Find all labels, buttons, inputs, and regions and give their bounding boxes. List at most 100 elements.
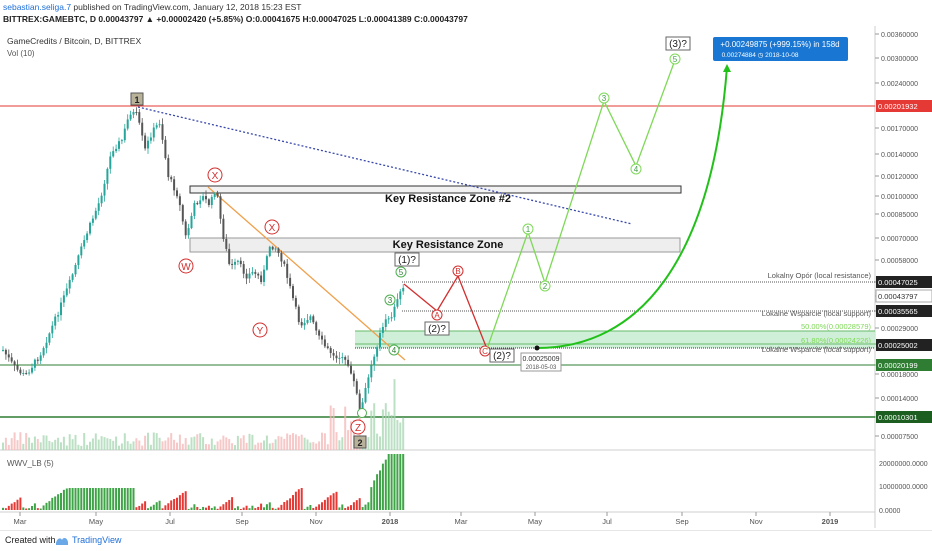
candle-body-108 — [315, 322, 318, 331]
volume-bar-109 — [318, 441, 321, 450]
candle-body-102 — [297, 306, 300, 323]
candle-body-15 — [45, 342, 48, 349]
fib-50-label: 50.00%(0.00028579) — [801, 322, 872, 331]
volume-bar-83 — [242, 435, 245, 450]
volume-bar-135 — [393, 379, 396, 450]
volume-bar-5 — [16, 440, 19, 450]
volume-bar-76 — [222, 435, 225, 450]
wwv-bar-127 — [370, 487, 373, 510]
volume-bar-81 — [236, 435, 239, 450]
candle-body-68 — [199, 200, 202, 205]
candle-body-69 — [202, 196, 205, 201]
volume-bar-127 — [370, 410, 373, 450]
candle-body-111 — [323, 339, 326, 347]
price-tick-label-19: 0.00007500 — [881, 434, 918, 441]
footer-brand[interactable]: TradingView — [72, 535, 122, 545]
wwv-bar-32 — [94, 488, 97, 510]
candle-body-6 — [19, 369, 22, 374]
wwv-bar-42 — [123, 488, 126, 510]
wwv-bar-98 — [286, 500, 289, 510]
wwv-bar-63 — [184, 491, 187, 510]
wave-labels-red: W X Y X Z — [178, 167, 366, 435]
impulse-marker-1 — [357, 408, 367, 418]
wwv-bar-7 — [22, 507, 25, 510]
candle-body-81 — [236, 260, 239, 262]
candle-body-93 — [271, 246, 274, 250]
volume-bar-62 — [181, 443, 184, 450]
candle-body-80 — [234, 261, 236, 265]
candle-body-71 — [207, 199, 210, 206]
candle-body-103 — [300, 322, 303, 326]
volume-bar-12 — [36, 439, 39, 450]
impulse-marker-3 — [384, 294, 396, 306]
wwv-bar-86 — [251, 505, 254, 510]
proj-label-4: 4 — [634, 165, 639, 174]
wwv-bar-112 — [326, 497, 329, 510]
volume-bar-58 — [170, 433, 173, 450]
wwv-bar-124 — [361, 507, 364, 510]
volume-bar-10 — [31, 442, 33, 450]
candle-body-59 — [173, 179, 176, 191]
wwv-bar-131 — [381, 463, 384, 510]
volume-bar-20 — [60, 442, 62, 450]
volume-bar-103 — [300, 434, 303, 450]
wwv-bar-66 — [193, 504, 196, 510]
volume-bar-57 — [167, 437, 170, 450]
volume-bar-96 — [280, 436, 283, 450]
wwv-bar-87 — [254, 508, 257, 510]
volume-bar-55 — [161, 441, 164, 450]
candle-body-72 — [210, 196, 213, 206]
candle-body-57 — [167, 158, 170, 178]
wwv-bar-38 — [112, 488, 115, 510]
volume-bar-138 — [402, 417, 405, 450]
wwv-bar-125 — [364, 504, 367, 510]
volume-bar-115 — [335, 432, 338, 450]
candle-body-114 — [332, 353, 335, 356]
candle-body-3 — [10, 357, 13, 362]
wwv-bar-80 — [234, 508, 236, 510]
author-link[interactable]: sebastian.seliga.7 — [3, 2, 72, 12]
projection-path — [486, 59, 676, 350]
wwv-bar-119 — [347, 506, 350, 510]
price-axis[interactable]: 0.00360000 0.00300000 0.00240000 0.00170000… — [875, 32, 918, 441]
wwv-bar-120 — [350, 505, 352, 510]
wwv-bar-113 — [329, 495, 332, 510]
candle-body-130 — [379, 333, 381, 348]
price-tick-label-5: 0.00120000 — [881, 174, 918, 181]
publish-line: sebastian.seliga.7 published on TradingV… — [3, 2, 302, 12]
time-tick-label-10: Nov — [749, 517, 763, 526]
abc-path — [403, 274, 488, 350]
wwv-bar-2 — [7, 505, 10, 510]
candle-body-120 — [350, 365, 352, 374]
wwv-bar-40 — [118, 488, 120, 510]
wwv-bar-50 — [147, 508, 149, 510]
volume-bar-84 — [245, 442, 248, 450]
volume-bars — [2, 379, 405, 450]
chart-svg[interactable]: GameCredits / Bitcoin, D, BITTREX Vol (1… — [0, 0, 932, 530]
indicator-tick-label-0: 20000000.0000 — [879, 461, 928, 468]
volume-bar-80 — [234, 445, 236, 450]
impulse-label-5: 5 — [399, 268, 404, 277]
projection-markers: 1 2 3 4 5 — [522, 53, 681, 292]
candle-body-29 — [86, 233, 89, 241]
volume-bar-126 — [367, 437, 370, 450]
wwv-bar-34 — [100, 488, 103, 510]
wwv-bar-30 — [89, 488, 91, 510]
volume-bar-118 — [344, 406, 347, 450]
price-tick-label-8: 0.00070000 — [881, 236, 918, 243]
volume-bar-97 — [283, 438, 286, 450]
wave-1-box — [130, 92, 144, 106]
wwv-bar-129 — [376, 474, 379, 510]
wave-1q-box — [394, 252, 420, 267]
volume-bar-11 — [33, 436, 36, 450]
volume-bar-94 — [274, 439, 277, 450]
time-axis[interactable]: Mar May Jul Sep Nov 2018 Mar May Jul Sep Nov 2019 — [14, 512, 839, 526]
wwv-bar-75 — [219, 506, 222, 510]
candle-body-48 — [141, 122, 144, 136]
wwv-bar-138 — [402, 454, 405, 510]
wwv-bar-81 — [236, 506, 239, 510]
wave-x2-marker — [264, 219, 280, 235]
wwv-bar-88 — [257, 506, 260, 510]
wwv-bar-94 — [274, 508, 277, 510]
wave-y-label: Y — [257, 326, 264, 337]
